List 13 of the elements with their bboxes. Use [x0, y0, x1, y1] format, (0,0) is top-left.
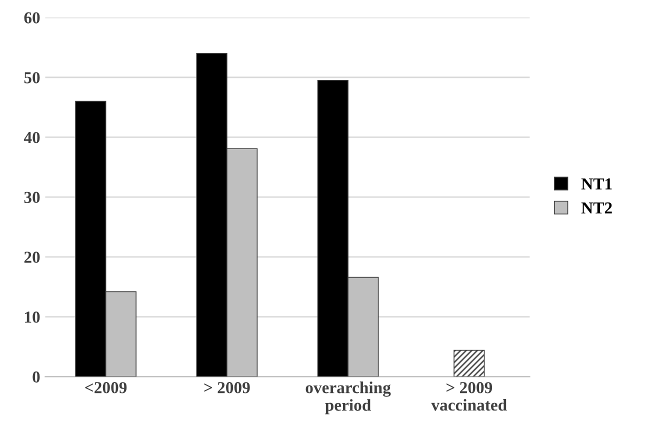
x-tick-label: > 2009: [204, 382, 250, 394]
y-tick-label: 40: [24, 132, 40, 144]
x-tick-label: <2009: [85, 382, 127, 394]
y-tick-label: 60: [24, 12, 40, 24]
y-tick-label: 20: [24, 252, 40, 263]
x-tick-label: > 2009 vaccinated: [431, 382, 507, 411]
legend-label: NT1: [581, 178, 612, 190]
x-tick-label: overarching period: [306, 382, 391, 414]
y-tick-label: 30: [24, 192, 40, 204]
y-tick-label: 10: [25, 312, 40, 323]
legend-label: NT2: [581, 202, 612, 214]
y-tick-label: 0: [32, 371, 40, 383]
y-tick-label: 50: [24, 72, 40, 84]
